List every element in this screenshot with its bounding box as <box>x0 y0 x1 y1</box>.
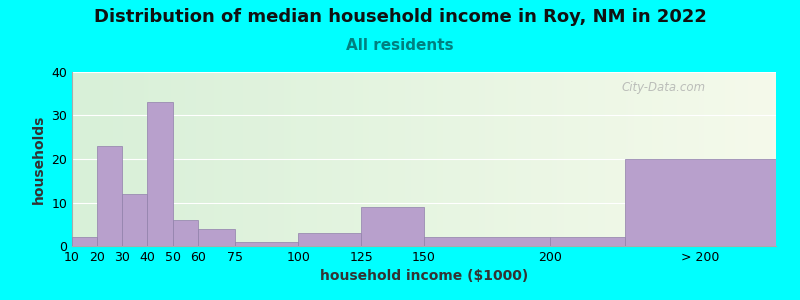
Bar <box>72 237 97 246</box>
Bar <box>235 242 298 246</box>
X-axis label: household income ($1000): household income ($1000) <box>320 269 528 284</box>
Bar <box>361 207 424 246</box>
Text: All residents: All residents <box>346 38 454 52</box>
Bar <box>424 237 550 246</box>
Bar <box>122 194 147 246</box>
Bar <box>97 146 122 246</box>
Bar <box>173 220 198 246</box>
Bar <box>198 229 235 246</box>
Text: Distribution of median household income in Roy, NM in 2022: Distribution of median household income … <box>94 8 706 26</box>
Y-axis label: households: households <box>32 114 46 204</box>
Bar <box>550 237 625 246</box>
Bar <box>625 159 776 246</box>
Text: City-Data.com: City-Data.com <box>621 81 706 94</box>
Bar <box>147 102 173 246</box>
Bar <box>298 233 361 246</box>
